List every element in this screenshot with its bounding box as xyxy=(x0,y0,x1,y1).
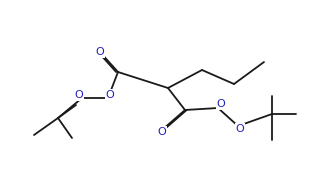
Text: O: O xyxy=(158,127,166,137)
Text: O: O xyxy=(236,124,244,134)
Text: O: O xyxy=(217,99,225,109)
Text: O: O xyxy=(96,47,104,57)
Text: O: O xyxy=(75,90,84,100)
Text: O: O xyxy=(106,90,114,100)
